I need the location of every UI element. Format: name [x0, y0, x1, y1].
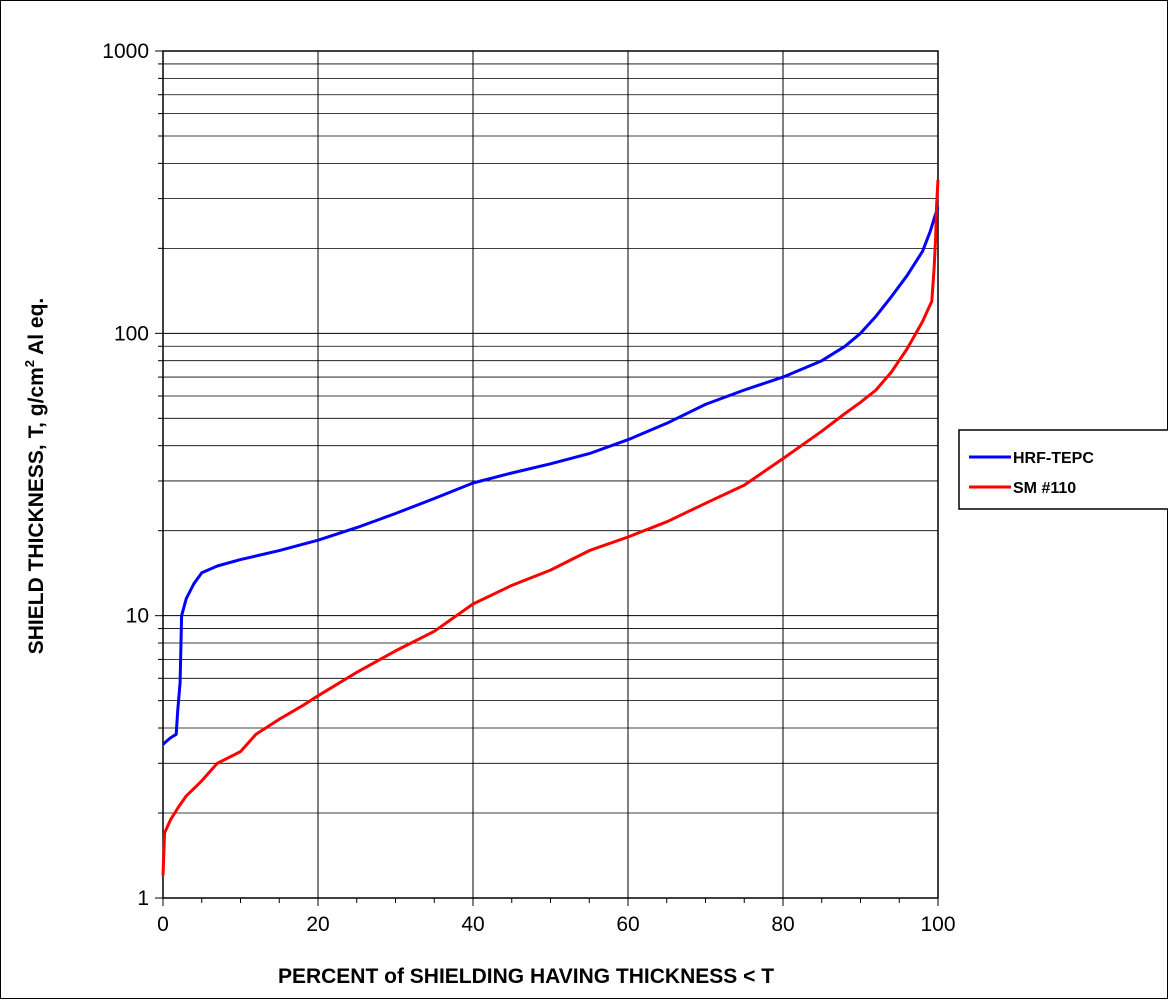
- y-tick-label: 10: [126, 605, 149, 628]
- y-axis-title: SHIELD THICKNESS, T, g/cm2 Al eq.: [22, 298, 48, 655]
- y-tick-label: 1: [137, 887, 149, 910]
- y-axis-title-superscript: 2: [22, 360, 37, 367]
- x-tick-label: 100: [920, 913, 955, 936]
- legend-box: [958, 429, 1168, 510]
- series-line-sm-110: [161, 179, 940, 876]
- axis-ticks: [155, 50, 939, 906]
- plot-area-border: [162, 50, 939, 899]
- series-layer: [161, 179, 940, 876]
- minor-gridlines: [163, 63, 938, 814]
- x-tick-label: 0: [157, 913, 169, 936]
- series-line-hrf-tepc: [161, 206, 940, 746]
- x-tick-label: 40: [461, 913, 484, 936]
- legend-label-sm-110: SM #110: [1013, 480, 1076, 497]
- x-tick-label: 60: [616, 913, 639, 936]
- y-axis-title-main: SHIELD THICKNESS, T, g/cm: [25, 367, 48, 654]
- legend-label-hrf-tepc: HRF-TEPC: [1013, 450, 1094, 467]
- legend: HRF-TEPC SM #110: [958, 429, 1168, 510]
- y-axis-title-unit: Al eq.: [25, 298, 48, 360]
- x-axis-title: PERCENT of SHIELDING HAVING THICKNESS < …: [278, 965, 774, 988]
- major-gridlines: [162, 51, 939, 899]
- y-tick-label: 1000: [102, 40, 149, 63]
- x-tick-label: 80: [771, 913, 794, 936]
- x-tick-label: 20: [306, 913, 329, 936]
- y-tick-label: 100: [114, 322, 149, 345]
- tick-labels: 0 20 40 60 80 100 1 10 100 1000: [102, 40, 955, 936]
